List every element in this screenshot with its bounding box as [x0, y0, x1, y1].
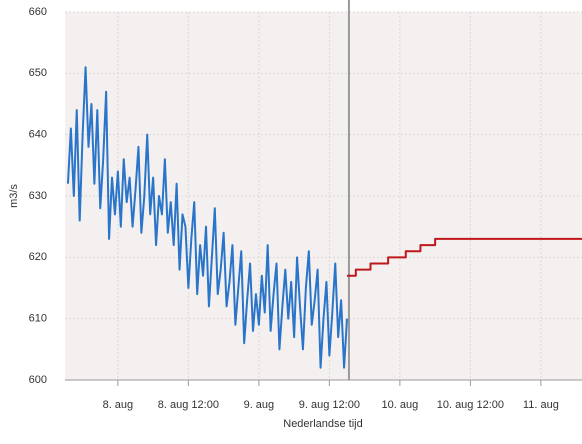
- y-tick-label: 600: [29, 374, 47, 386]
- x-tick-label: 8. aug 12:00: [158, 399, 219, 411]
- x-tick-label: 9. aug 12:00: [299, 399, 360, 411]
- y-tick-label: 640: [29, 129, 47, 141]
- x-tick-label: 10. aug 12:00: [437, 399, 504, 411]
- x-tick-label: 8. aug: [103, 399, 134, 411]
- y-tick-label: 610: [29, 313, 47, 325]
- y-tick-label: 650: [29, 67, 47, 79]
- series-line: [347, 237, 582, 277]
- series-line: [66, 66, 348, 369]
- x-axis-label: Nederlandse tijd: [283, 418, 363, 430]
- y-tick-label: 630: [29, 190, 47, 202]
- x-tick-label: 9. aug: [244, 399, 275, 411]
- x-tick-label: 10. aug: [382, 399, 419, 411]
- y-tick-label: 620: [29, 251, 47, 263]
- y-axis-label: m3/s: [8, 184, 20, 208]
- y-tick-label: 660: [29, 6, 47, 18]
- x-tick-label: 11. aug: [523, 399, 559, 411]
